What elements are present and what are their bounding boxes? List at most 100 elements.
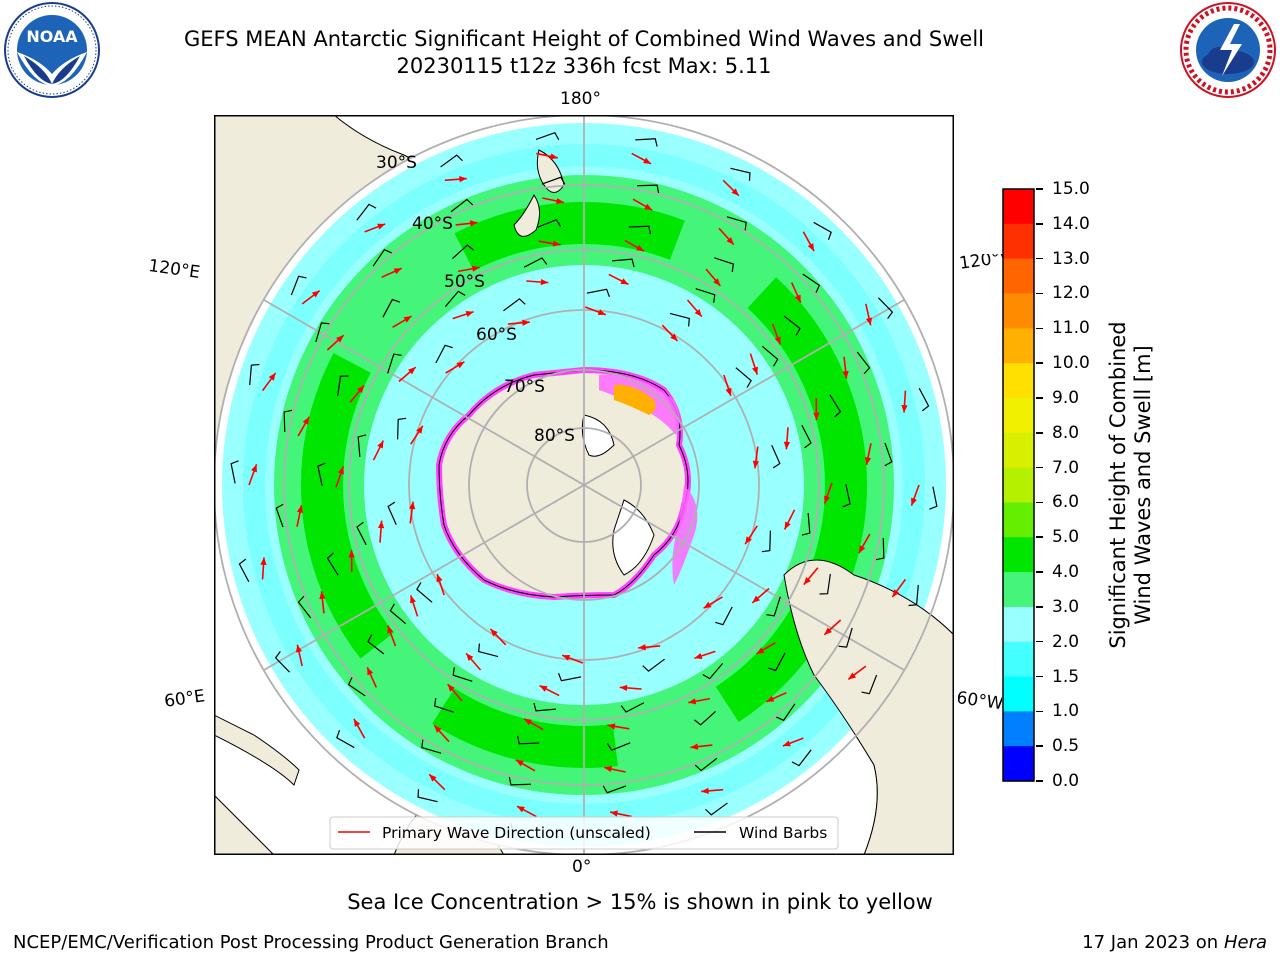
colorbar-tick-label: 13.0 (1052, 248, 1090, 269)
wave-direction-arrowhead (713, 278, 721, 286)
legend-barb-label: Wind Barbs (739, 824, 827, 842)
wave-direction-arrowhead (353, 718, 361, 727)
colorbar-bin (1003, 711, 1034, 747)
wind-barb (635, 138, 658, 147)
wave-direction-arrowhead (465, 311, 474, 317)
wind-barb (586, 288, 611, 297)
lat-label-30: 30°S (376, 153, 417, 173)
wind-barb (387, 501, 397, 526)
colorbar-bin (1003, 572, 1034, 608)
wave-direction-arrowhead (337, 466, 344, 475)
wave-direction-arrowhead (377, 440, 384, 449)
colorbar-tick-label: 11.0 (1052, 318, 1090, 339)
colorbar-tick-mark (1036, 188, 1043, 190)
wave-direction-arrowhead (701, 787, 709, 794)
wave-direction-arrowhead (807, 243, 815, 252)
wind-barb (801, 513, 811, 536)
wave-direction-arrowhead (694, 309, 702, 317)
colorbar-tick-label: 8.0 (1052, 422, 1080, 443)
wind-barb (275, 503, 284, 528)
ross-ice-shelf (581, 414, 615, 457)
wave-direction-arrowhead (367, 667, 374, 676)
wave-direction-arrowhead (490, 628, 498, 637)
wave-direction-arrowhead (892, 589, 900, 598)
wind-barb (813, 221, 832, 240)
wind-barb (908, 584, 919, 607)
wave-direction-arrowhead (456, 361, 465, 369)
map-legend: Primary Wave Direction (unscaled) Wind B… (329, 816, 839, 850)
colorbar-tick-label: 5.0 (1052, 527, 1080, 548)
wind-barb (450, 198, 474, 213)
colorbar-tick-mark (1036, 397, 1043, 399)
wind-barb (337, 375, 349, 397)
wave-direction-arrowhead (636, 244, 644, 252)
new-zealand-land (513, 149, 565, 237)
wave-direction-arrowhead (644, 203, 653, 211)
wave-direction-arrowhead (348, 549, 355, 558)
wave-direction-arrowhead (824, 627, 832, 635)
wave-direction-arrowhead (731, 188, 739, 196)
wave-direction-arrowhead (436, 574, 443, 583)
colorbar-tick-mark (1036, 432, 1043, 434)
colorbar-bin (1003, 537, 1034, 573)
legend-wave-label: Primary Wave Direction (unscaled) (382, 824, 651, 842)
wind-barb (249, 363, 260, 386)
wave-direction-arrowhead (387, 625, 394, 634)
wind-barb (735, 367, 752, 388)
wave-direction-arrowhead (752, 366, 758, 375)
wind-barb (776, 703, 796, 722)
sea-ice-note: Sea Ice Concentration > 15% is shown in … (347, 890, 933, 914)
wave-direction-arrowhead (858, 545, 866, 554)
wind-barb (283, 409, 293, 432)
wind-barb (695, 288, 716, 303)
wind-barb (533, 702, 556, 712)
wave-direction-arrowhead (311, 290, 320, 298)
wave-direction-arrowhead (469, 220, 478, 227)
meridian-lines (263, 115, 905, 855)
colorbar-tick-label: 6.0 (1052, 492, 1080, 513)
wind-barb (884, 442, 893, 467)
wind-barb (761, 345, 779, 367)
wind-barb (791, 749, 812, 767)
wave-direction-arrowhead (515, 759, 524, 767)
colorbar-bin (1003, 676, 1034, 712)
wave-direction-arrowhead (694, 653, 703, 659)
wind-barb (290, 275, 307, 296)
wave-direction-arrowhead (466, 653, 474, 661)
wind-barb (715, 606, 733, 626)
colorbar-tick-mark (1036, 745, 1043, 747)
colorbar-bin (1003, 258, 1034, 295)
wave-direction-arrowhead (459, 176, 467, 183)
wind-barb (612, 258, 635, 268)
wave-direction-arrowhead (619, 684, 628, 692)
wind-barb (535, 131, 560, 140)
lat-label-70: 70°S (504, 377, 545, 397)
wave-direction-arrowhead (524, 718, 532, 726)
wind-barb (336, 730, 355, 749)
wave-direction-arrowhead (604, 765, 612, 773)
wind-barb (705, 802, 728, 816)
wind-barb (347, 677, 366, 697)
wind-barb (694, 711, 716, 726)
wind-barb (517, 735, 540, 745)
wind-barb (819, 573, 831, 595)
wave-direction-arrowhead (539, 685, 548, 692)
wind-barb (783, 315, 801, 336)
wind-barb (557, 673, 582, 682)
colorbar-tick-mark (1036, 292, 1043, 295)
colorbar-tick-label: 0.5 (1052, 736, 1080, 757)
wave-direction-arrowhead (434, 725, 442, 733)
wave-direction-arrowhead (848, 672, 857, 680)
colorbar-tick-mark (1036, 501, 1043, 504)
wind-barb (238, 558, 250, 582)
wind-barb (508, 776, 531, 786)
noaa-logo: NOAA (4, 2, 100, 98)
wave-direction-arrowhead (410, 595, 416, 604)
wave-direction-arrowhead (690, 743, 699, 750)
wave-direction-arrowhead (552, 240, 561, 247)
wave-direction-arrowhead (251, 464, 257, 473)
lon-label-180: 180° (560, 89, 601, 109)
colorbar-tick-label: 15.0 (1052, 179, 1090, 199)
wind-barb (730, 167, 751, 181)
wind-barb (628, 225, 651, 235)
